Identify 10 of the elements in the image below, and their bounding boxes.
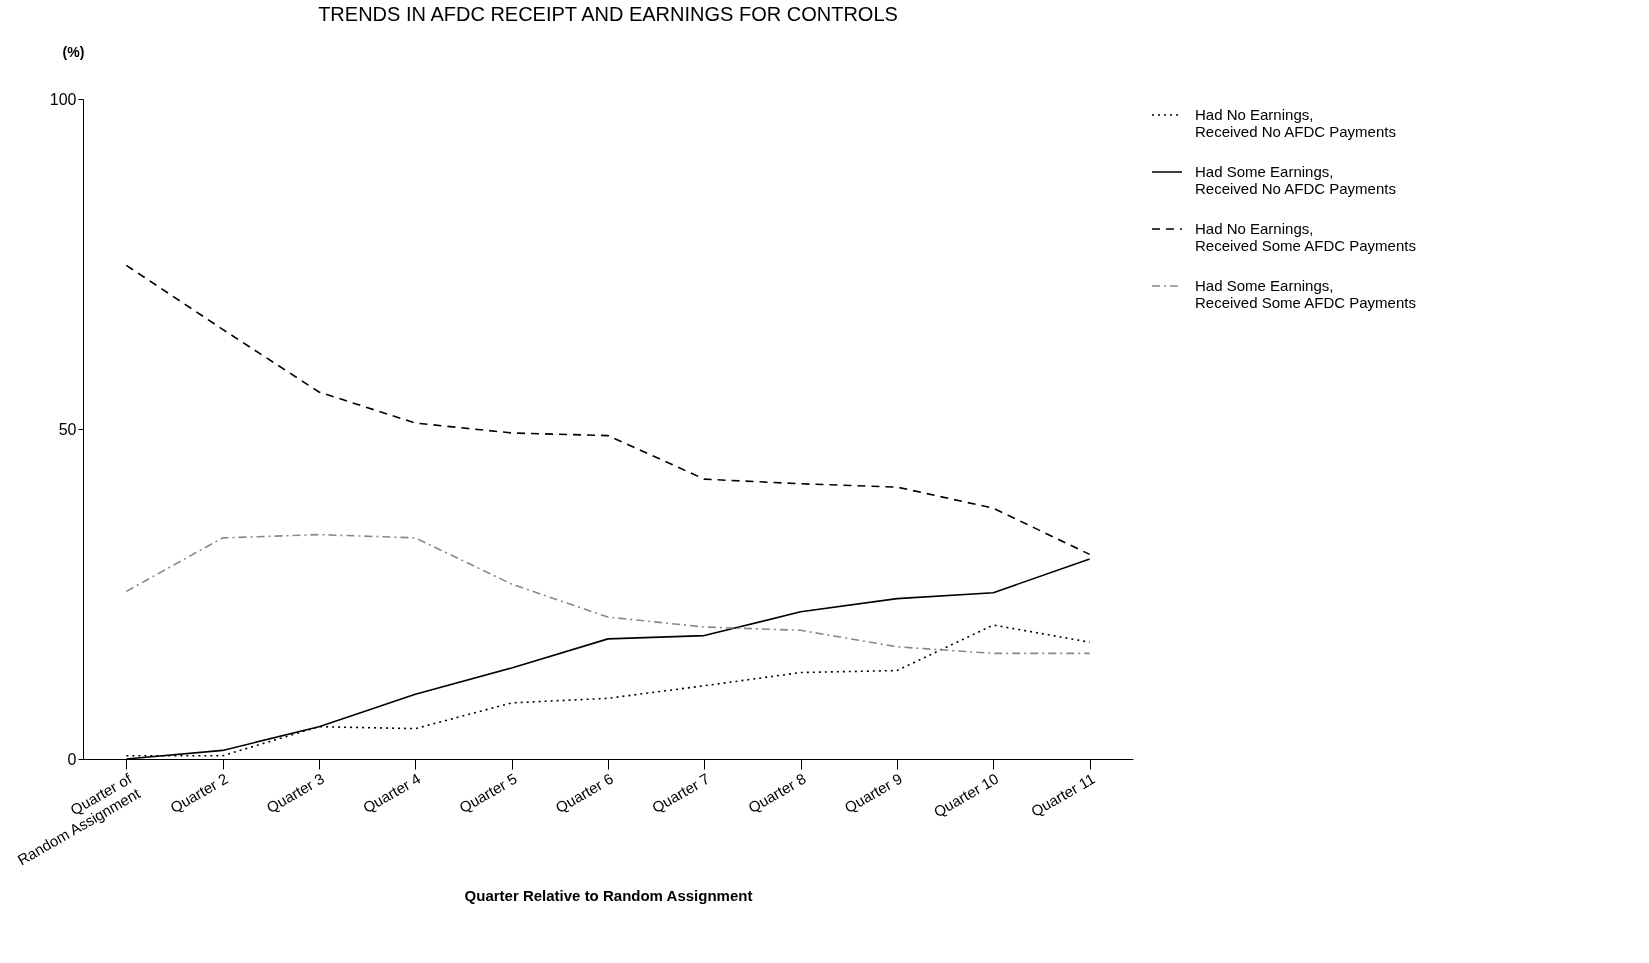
y-tick-label: 100 [49, 90, 77, 108]
legend-label: Had Some Earnings, Received Some AFDC Payments [1195, 277, 1416, 311]
chart-title: TRENDS IN AFDC RECEIPT AND EARNINGS FOR CONTROLS [318, 3, 898, 25]
y-tick-label: 0 [67, 750, 77, 768]
legend-label: Had No Earnings, Received Some AFDC Payments [1195, 220, 1416, 254]
y-axis-title: (%) [62, 43, 85, 60]
y-tick-label: 50 [58, 420, 77, 438]
x-axis-title: Quarter Relative to Random Assignment [464, 886, 753, 904]
legend-label: Had Some Earnings, Received No AFDC Payments [1195, 163, 1396, 197]
legend-label: Had No Earnings, Received No AFDC Payments [1195, 106, 1396, 140]
